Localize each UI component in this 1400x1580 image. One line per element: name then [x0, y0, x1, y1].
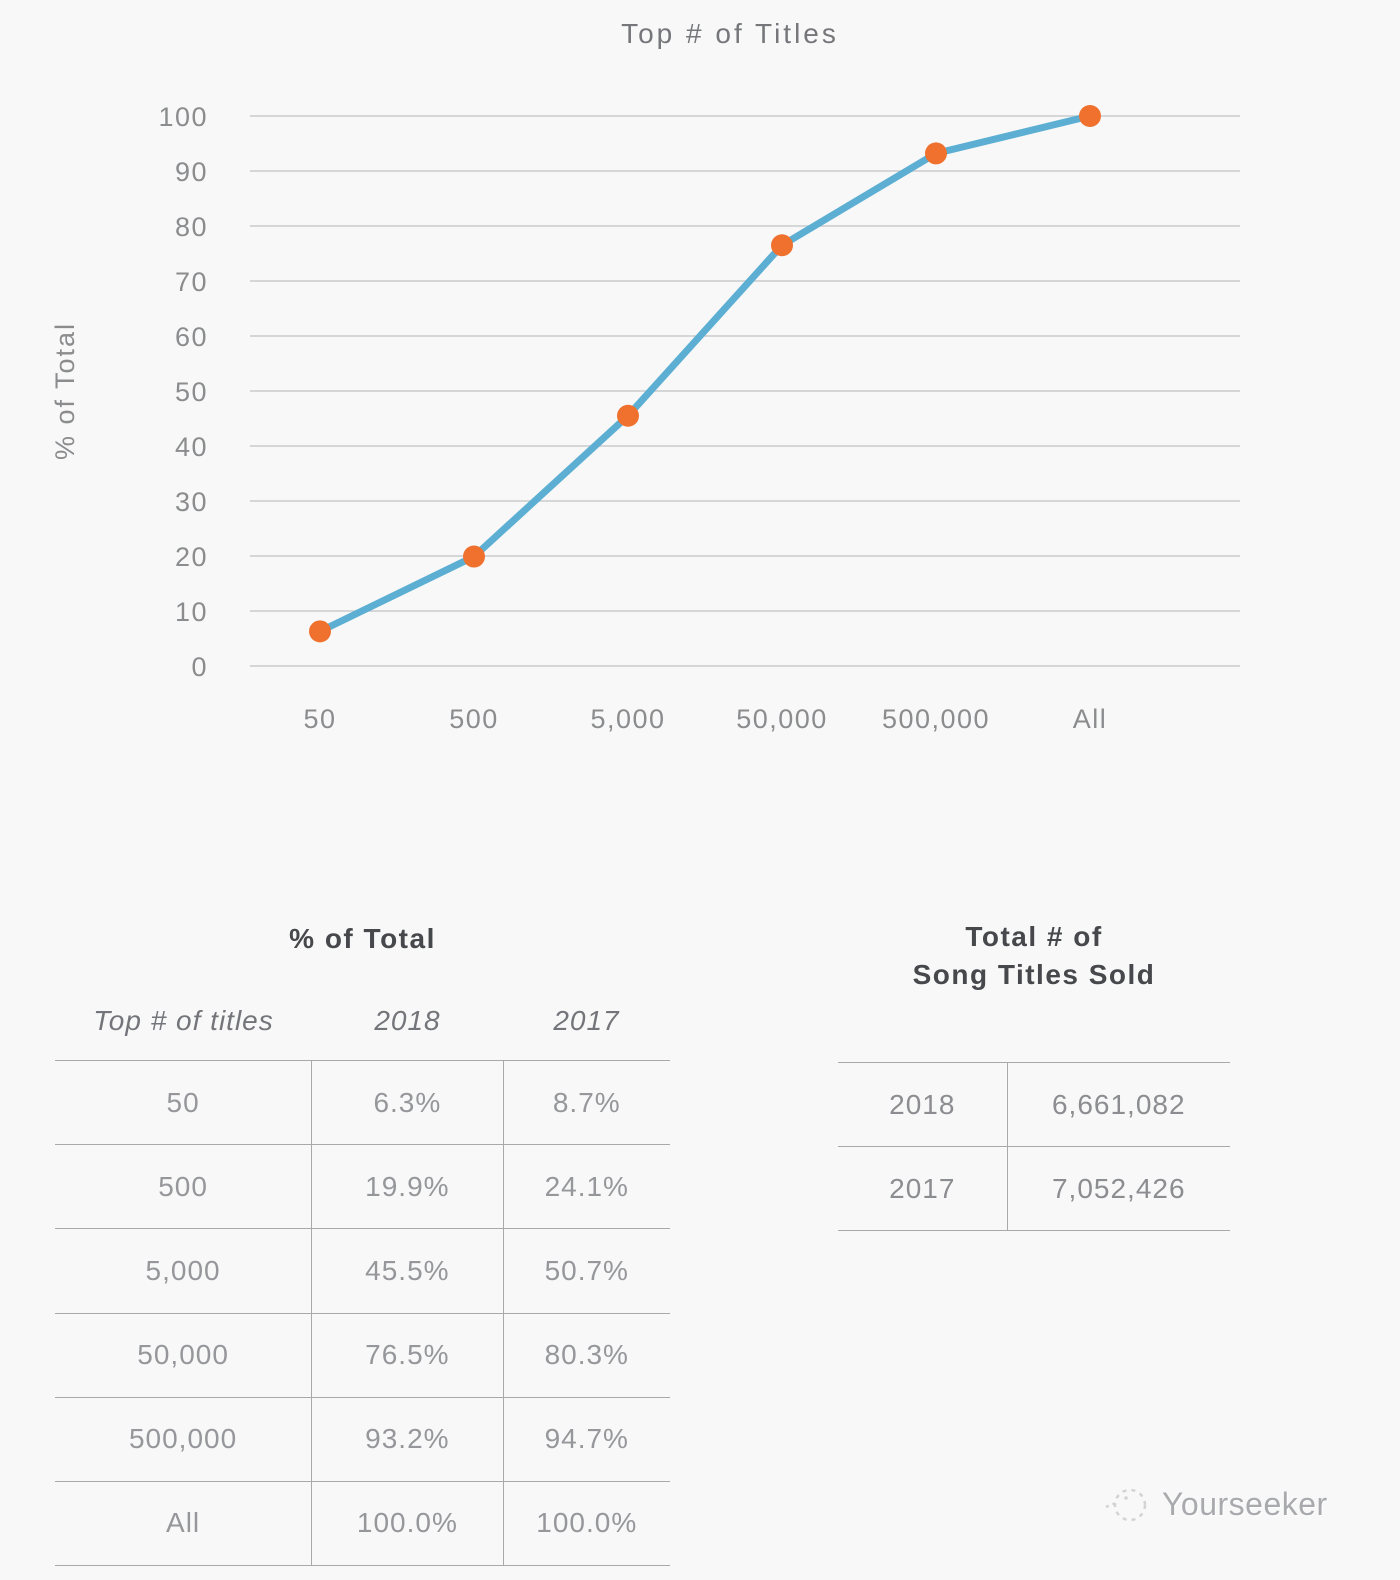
percent-table-header: 2018 — [374, 1005, 441, 1036]
row-value: 100.0% — [311, 1481, 502, 1566]
data-point-marker — [309, 620, 331, 643]
year-label: 2018 — [889, 1088, 956, 1120]
row-label: 500 — [158, 1170, 208, 1202]
y-tick-label: 0 — [191, 652, 208, 682]
x-tick-label: 500 — [449, 704, 499, 734]
x-tick-label: All — [1073, 704, 1108, 734]
year-label: 2017 — [889, 1172, 956, 1204]
y-tick-label: 20 — [175, 542, 208, 572]
row-value: 100.0% — [502, 1481, 670, 1566]
row-label: 50 — [166, 1086, 200, 1118]
y-tick-label: 100 — [158, 102, 208, 132]
row-label: 500,000 — [128, 1423, 238, 1455]
table-row: 2017 7,052,426 — [838, 1146, 1230, 1230]
y-tick-label: 70 — [175, 267, 208, 297]
yourseeker-logo-icon — [1105, 1488, 1147, 1522]
x-tick-label: 50,000 — [736, 704, 828, 734]
data-point-marker — [771, 234, 793, 257]
y-tick-label: 40 — [175, 432, 208, 462]
row-value: 24.1% — [502, 1145, 670, 1229]
totals-table: 2018 6,661,082 2017 7,052,426 — [838, 1062, 1230, 1231]
row-label: 5,000 — [145, 1254, 221, 1286]
yourseeker-wordmark: Yourseeker — [1162, 1485, 1328, 1522]
percent-table-header: 2017 — [553, 1005, 620, 1036]
table-row: 5,000 45.5% 50.7% — [55, 1228, 670, 1313]
data-point-marker — [1079, 105, 1101, 127]
y-tick-label: 30 — [175, 487, 208, 517]
chart-title: Top # of Titles — [621, 18, 839, 49]
totals-table-title: Total # of Song Titles Sold — [838, 918, 1230, 994]
table-row: 500 19.9% 24.1% — [55, 1144, 670, 1229]
y-tick-label: 80 — [175, 212, 208, 242]
data-point-marker — [617, 404, 639, 427]
percent-table: 50 6.3% 8.7% 500 19.9% 24.1% 5,000 45.5% 50.7% 50… — [55, 1060, 670, 1566]
table-row: 500,000 93.2% 94.7% — [55, 1396, 670, 1481]
y-tick-label: 90 — [175, 157, 208, 187]
y-tick-label: 50 — [175, 377, 208, 407]
y-tick-label: 10 — [175, 597, 208, 627]
totals-table-title-line2: Song Titles Sold — [912, 959, 1156, 990]
row-value: 76.5% — [311, 1313, 502, 1397]
row-value: 6.3% — [311, 1061, 502, 1145]
row-label: 50,000 — [137, 1339, 229, 1371]
row-label: All — [166, 1507, 201, 1539]
total-value: 7,052,426 — [1006, 1147, 1230, 1230]
row-value: 93.2% — [311, 1397, 502, 1481]
series-line — [316, 112, 1094, 635]
row-value: 94.7% — [502, 1397, 670, 1481]
table-row: 2018 6,661,082 — [838, 1062, 1230, 1146]
x-tick-label: 500,000 — [882, 704, 990, 734]
row-value: 45.5% — [311, 1229, 502, 1313]
x-tick-label: 5,000 — [590, 704, 665, 734]
row-value: 8.7% — [502, 1061, 670, 1145]
row-value: 19.9% — [311, 1145, 502, 1229]
data-point-marker — [463, 545, 485, 568]
totals-table-title-line1: Total # of — [965, 921, 1103, 952]
x-tick-label: 50 — [303, 704, 336, 734]
y-axis-title: % of Total — [50, 322, 80, 460]
table-row: All 100.0% 100.0% — [55, 1480, 670, 1566]
percent-table-header-row: Top # of titles 2018 2017 — [55, 996, 670, 1046]
table-row: 50,000 76.5% 80.3% — [55, 1312, 670, 1397]
table-row: 50 6.3% 8.7% — [55, 1060, 670, 1145]
data-point-marker — [925, 142, 947, 165]
line-chart: 0 10 20 30 40 50 60 70 80 90 100 % of Total 50 500 5,0… — [50, 102, 1240, 734]
y-tick-label: 60 — [175, 322, 208, 352]
percent-table-header: Top # of titles — [93, 1005, 274, 1036]
percent-table-title: % of Total — [289, 923, 436, 954]
total-value: 6,661,082 — [1006, 1063, 1230, 1146]
row-value: 80.3% — [502, 1313, 670, 1397]
watermark: Yourseeker — [1104, 1480, 1328, 1528]
row-value: 50.7% — [502, 1229, 670, 1313]
